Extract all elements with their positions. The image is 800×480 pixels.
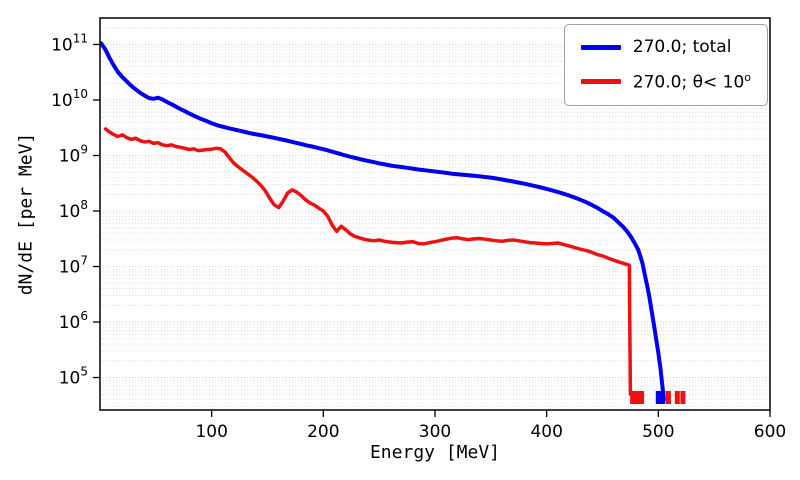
x-tick-label: 200 (307, 422, 339, 442)
x-tick-label: 500 (642, 422, 674, 442)
y-tick-label: 106 (59, 309, 88, 333)
floor-mark (655, 391, 661, 404)
floor-mark (639, 391, 645, 404)
y-tick-label: 107 (59, 254, 88, 278)
y-tick-label: 109 (59, 142, 88, 166)
total-line-swatch (580, 44, 621, 50)
theta-line-swatch (580, 79, 621, 85)
legend-label-theta: 270.0; θ< 10o (632, 71, 751, 93)
legend-entry-total: 270.0; total (580, 37, 751, 57)
x-axis-ticks: 100 200 300 400 500 600 (195, 410, 786, 442)
y-tick-label: 1010 (51, 87, 88, 111)
floor-mark (665, 391, 671, 404)
y-tick-label: 105 (59, 365, 88, 389)
y-axis-ticks: 105 106 107 108 109 1010 1011 (51, 31, 100, 389)
floor-mark (674, 391, 680, 404)
floor-mark (680, 391, 686, 404)
x-axis-label: Energy [MeV] (369, 442, 501, 463)
floor-mark (660, 391, 666, 404)
x-tick-label: 400 (530, 422, 562, 442)
x-tick-label: 600 (754, 422, 786, 442)
y-axis-label: dN/dE [per MeV] (15, 132, 37, 296)
floor-mark (630, 391, 636, 404)
y-tick-label: 108 (59, 198, 88, 222)
x-tick-label: 100 (195, 422, 227, 442)
legend: 270.0; total 270.0; θ< 10o (563, 24, 768, 106)
series-line-0 (100, 41, 666, 402)
data-series (100, 41, 686, 404)
series-line-1 (103, 127, 633, 396)
x-tick-label: 300 (419, 422, 451, 442)
legend-label-total: 270.0; total (632, 37, 732, 57)
legend-entry-theta: 270.0; θ< 10o (580, 71, 751, 93)
floor-mark (634, 391, 640, 404)
y-tick-label: 1011 (51, 31, 88, 55)
